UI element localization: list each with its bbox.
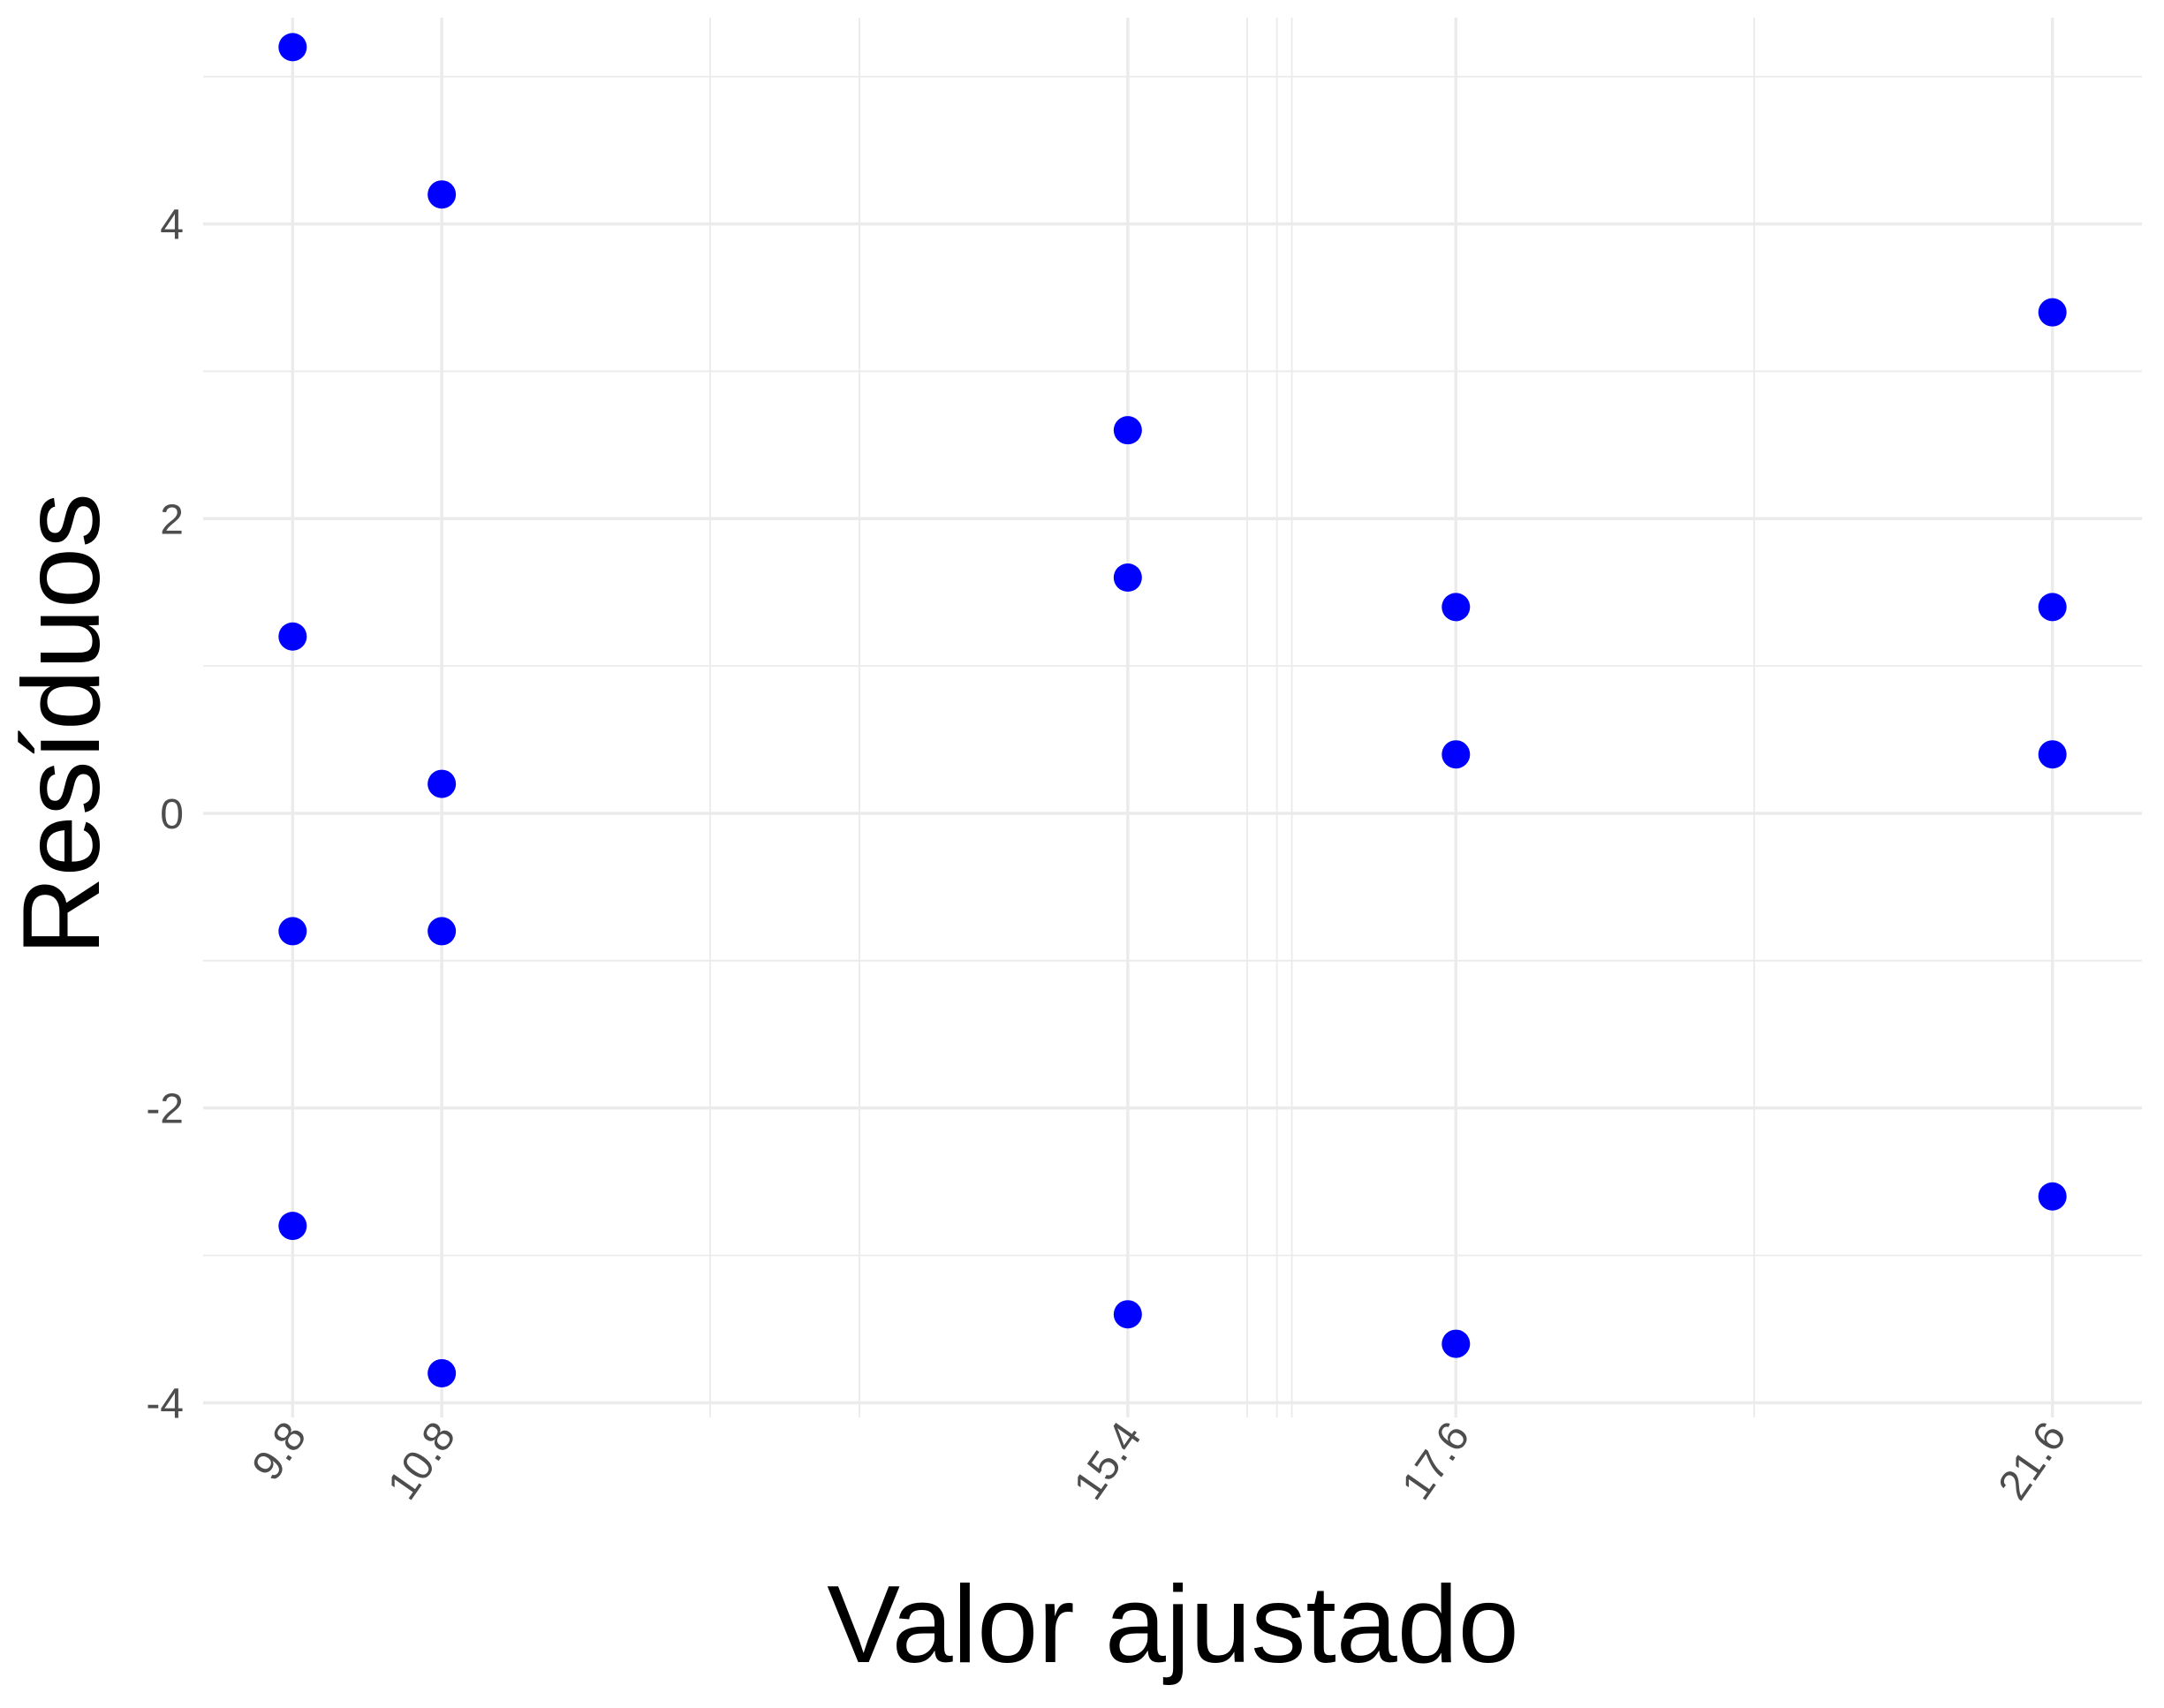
y-tick-label: 2: [160, 496, 184, 543]
data-point: [2038, 1182, 2067, 1211]
data-point: [1113, 416, 1142, 445]
data-point: [428, 769, 457, 798]
x-tick-label: 10.8: [379, 1414, 465, 1508]
data-point: [1441, 593, 1471, 622]
data-point: [278, 622, 307, 651]
x-tick-label: 17.6: [1393, 1414, 1479, 1508]
data-point: [278, 917, 307, 946]
data-point: [428, 917, 457, 946]
y-tick-label: 4: [160, 202, 184, 249]
data-point: [278, 1212, 307, 1241]
data-point: [2038, 593, 2067, 622]
x-tick-label: 21.6: [1990, 1414, 2076, 1508]
data-point: [1441, 1329, 1471, 1358]
data-point: [278, 33, 307, 62]
data-point: [1113, 563, 1142, 592]
data-point: [428, 1358, 457, 1387]
x-axis-title: Valor ajustado: [827, 1564, 1519, 1686]
data-point: [1441, 740, 1471, 769]
x-tick-label: 9.8: [244, 1414, 316, 1489]
x-tick-labels: 9.8 10.8 15.4 17.6 21.6: [244, 1414, 2076, 1508]
minor-gridlines: [203, 18, 2142, 1417]
y-tick-label: -4: [146, 1380, 184, 1427]
data-points: [278, 33, 2067, 1387]
y-tick-labels: -4 -2 0 2 4: [146, 202, 184, 1428]
data-point: [2038, 298, 2067, 327]
data-point: [2038, 740, 2067, 769]
major-gridlines: [203, 18, 2142, 1417]
y-tick-label: 0: [160, 791, 184, 838]
y-axis-title: Resíduos: [1, 493, 123, 956]
x-tick-label: 15.4: [1065, 1414, 1151, 1508]
data-point: [428, 180, 457, 209]
data-point: [1113, 1300, 1142, 1329]
y-tick-label: -2: [146, 1086, 184, 1133]
